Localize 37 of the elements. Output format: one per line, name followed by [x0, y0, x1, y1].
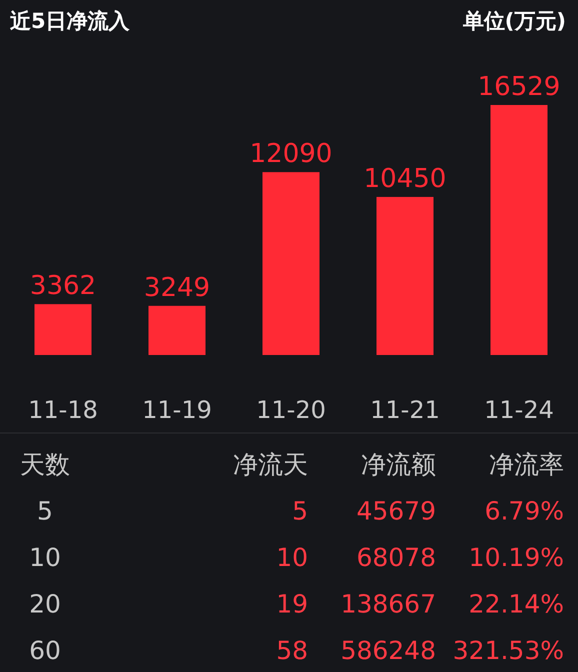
- text: 10.19%: [468, 543, 564, 572]
- bar: [376, 196, 434, 355]
- text: 净流额: [361, 450, 436, 479]
- x-tick-label: 11-21: [370, 396, 440, 424]
- text: 5: [37, 496, 53, 526]
- data-label: 12090: [250, 139, 332, 170]
- text: 10: [276, 543, 308, 572]
- text: 321.53%: [452, 636, 564, 665]
- bar: [490, 105, 548, 355]
- text: 58: [276, 636, 308, 665]
- text: 19: [276, 590, 308, 618]
- text: 6.79%: [484, 496, 564, 526]
- chart-subtitle: 单位(万元): [462, 9, 566, 33]
- text: 586248: [340, 636, 436, 665]
- text: 20: [29, 590, 61, 618]
- x-tick-label: 11-24: [484, 396, 554, 424]
- bar: [148, 306, 206, 355]
- data-label: 3249: [144, 272, 210, 303]
- text: 5: [292, 496, 308, 526]
- text: 净流天: [233, 450, 308, 479]
- text: 净流率: [489, 450, 564, 479]
- text: 10: [29, 543, 61, 572]
- text: 138667: [340, 590, 436, 618]
- bar: [34, 304, 92, 355]
- data-label: 3362: [30, 271, 96, 302]
- text: 68078: [356, 543, 436, 572]
- chart-title: 近5日净流入: [9, 9, 131, 33]
- data-label: 16529: [478, 72, 560, 102]
- text: 22.14%: [468, 590, 564, 618]
- bar: [262, 172, 320, 355]
- x-tick-label: 11-20: [256, 396, 326, 424]
- text: 45679: [356, 496, 436, 526]
- text: 60: [29, 636, 61, 665]
- x-tick-label: 11-19: [142, 396, 212, 424]
- data-label: 10450: [364, 164, 446, 194]
- text: 天数: [20, 450, 70, 479]
- x-tick-label: 11-18: [28, 396, 98, 424]
